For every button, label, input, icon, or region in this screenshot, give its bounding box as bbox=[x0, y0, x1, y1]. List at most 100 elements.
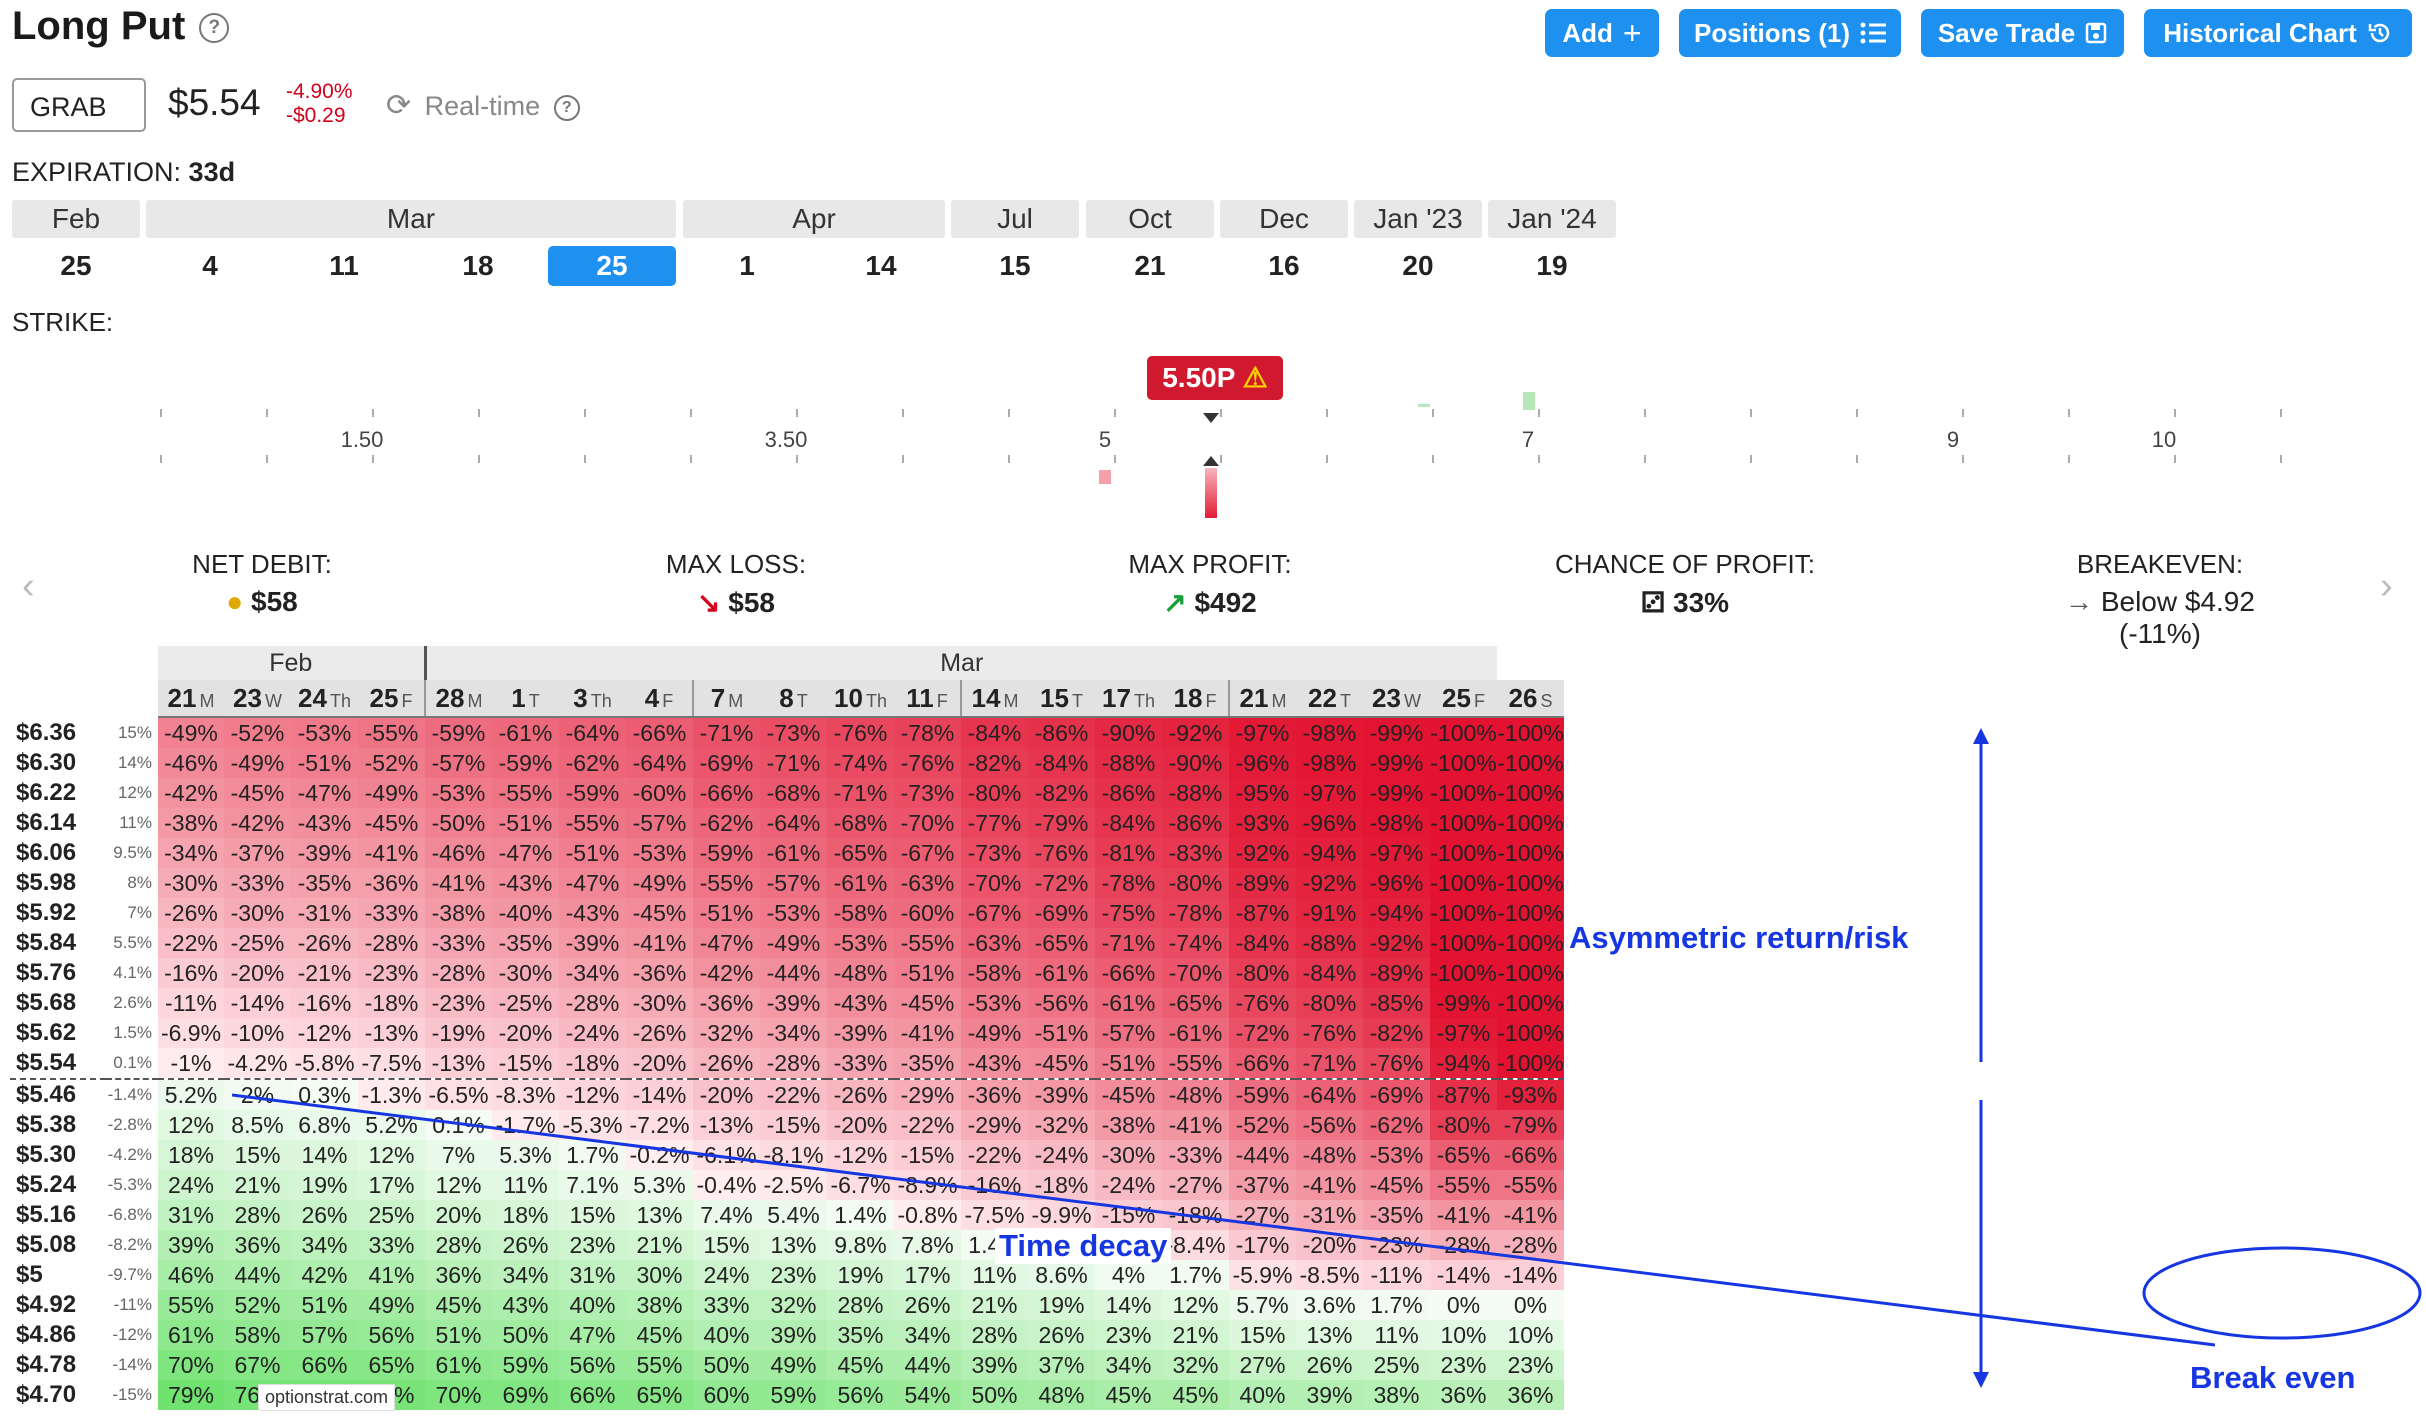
selected-strike-badge[interactable]: 5.50P ⚠ bbox=[1147, 356, 1283, 400]
pl-cell[interactable]: -35% bbox=[894, 1048, 961, 1080]
pl-cell[interactable]: -35% bbox=[492, 928, 559, 958]
pl-cell[interactable]: 15% bbox=[1229, 1320, 1296, 1350]
pl-cell[interactable]: -94% bbox=[1363, 898, 1430, 928]
pl-cell[interactable]: -49% bbox=[961, 1018, 1028, 1048]
pl-cell[interactable]: -79% bbox=[1028, 808, 1095, 838]
table-date-header[interactable]: 18 F bbox=[1162, 680, 1229, 718]
pl-cell[interactable]: 44% bbox=[894, 1350, 961, 1380]
pl-cell[interactable]: -33% bbox=[1162, 1140, 1229, 1170]
pl-cell[interactable]: -82% bbox=[1363, 1018, 1430, 1048]
pl-cell[interactable]: -100% bbox=[1430, 868, 1497, 898]
table-date-header[interactable]: 15 T bbox=[1028, 680, 1095, 718]
pl-cell[interactable]: 50% bbox=[492, 1320, 559, 1350]
pl-cell[interactable]: 56% bbox=[358, 1320, 425, 1350]
pl-cell[interactable]: 70% bbox=[158, 1350, 224, 1380]
pl-cell[interactable]: -25% bbox=[492, 988, 559, 1018]
table-date-header[interactable]: 28 M bbox=[424, 680, 492, 718]
pl-cell[interactable]: 50% bbox=[961, 1380, 1028, 1410]
pl-cell[interactable]: -74% bbox=[827, 748, 894, 778]
pl-cell[interactable]: 26% bbox=[291, 1200, 358, 1230]
pl-cell[interactable]: -29% bbox=[894, 1079, 961, 1110]
table-date-header[interactable]: 23 W bbox=[1363, 680, 1430, 718]
pl-cell[interactable]: -100% bbox=[1430, 928, 1497, 958]
pl-cell[interactable]: 4% bbox=[1095, 1260, 1162, 1290]
table-date-header[interactable]: 22 T bbox=[1296, 680, 1363, 718]
pl-cell[interactable]: 8.6% bbox=[1028, 1260, 1095, 1290]
pl-cell[interactable]: 66% bbox=[559, 1380, 626, 1410]
pl-cell[interactable]: -100% bbox=[1497, 898, 1564, 928]
pl-cell[interactable]: 49% bbox=[760, 1350, 827, 1380]
pl-cell[interactable]: 39% bbox=[961, 1350, 1028, 1380]
pl-cell[interactable]: -70% bbox=[1162, 958, 1229, 988]
pl-cell[interactable]: -72% bbox=[1229, 1018, 1296, 1048]
pl-cell[interactable]: -1.7% bbox=[492, 1110, 559, 1140]
pl-cell[interactable]: 55% bbox=[158, 1290, 224, 1320]
strike-axis-label[interactable]: 5 bbox=[1098, 427, 1112, 452]
pl-cell[interactable]: -51% bbox=[894, 958, 961, 988]
pl-cell[interactable]: -41% bbox=[1296, 1170, 1363, 1200]
pl-cell[interactable]: -2.5% bbox=[760, 1170, 827, 1200]
pl-cell[interactable]: -73% bbox=[894, 778, 961, 808]
pl-cell[interactable]: -18% bbox=[559, 1048, 626, 1080]
pl-cell[interactable]: 3.6% bbox=[1296, 1290, 1363, 1320]
pl-cell[interactable]: 28% bbox=[224, 1200, 291, 1230]
pl-cell[interactable]: -96% bbox=[1296, 808, 1363, 838]
pl-cell[interactable]: -100% bbox=[1497, 838, 1564, 868]
pl-cell[interactable]: -1% bbox=[158, 1048, 224, 1080]
pl-cell[interactable]: -18% bbox=[358, 988, 425, 1018]
pl-cell[interactable]: -12% bbox=[291, 1018, 358, 1048]
pl-cell[interactable]: -84% bbox=[961, 717, 1028, 748]
pl-cell[interactable]: -56% bbox=[1028, 988, 1095, 1018]
pl-cell[interactable]: -84% bbox=[1028, 748, 1095, 778]
pl-cell[interactable]: -42% bbox=[158, 778, 224, 808]
pl-cell[interactable]: -39% bbox=[1028, 1079, 1095, 1110]
pl-cell[interactable]: -97% bbox=[1430, 1018, 1497, 1048]
pl-cell[interactable]: -44% bbox=[760, 958, 827, 988]
pl-cell[interactable]: -34% bbox=[760, 1018, 827, 1048]
pl-cell[interactable]: -52% bbox=[358, 748, 425, 778]
pl-cell[interactable]: -19% bbox=[425, 1018, 492, 1048]
pl-cell[interactable]: -33% bbox=[358, 898, 425, 928]
pl-cell[interactable]: 36% bbox=[1497, 1380, 1564, 1410]
pl-cell[interactable]: -27% bbox=[1229, 1200, 1296, 1230]
pl-cell[interactable]: -5.9% bbox=[1229, 1260, 1296, 1290]
pl-cell[interactable]: -73% bbox=[760, 717, 827, 748]
pl-cell[interactable]: 5.2% bbox=[158, 1079, 224, 1110]
pl-cell[interactable]: 56% bbox=[559, 1350, 626, 1380]
pl-cell[interactable]: 79% bbox=[158, 1380, 224, 1410]
pl-cell[interactable]: -32% bbox=[1028, 1110, 1095, 1140]
pl-cell[interactable]: -97% bbox=[1296, 778, 1363, 808]
pl-cell[interactable]: 7.8% bbox=[894, 1230, 961, 1260]
pl-cell[interactable]: -100% bbox=[1497, 1018, 1564, 1048]
strike-axis-label[interactable]: 3.50 bbox=[764, 427, 808, 452]
pl-cell[interactable]: -6.5% bbox=[425, 1079, 492, 1110]
pl-cell[interactable]: -68% bbox=[760, 778, 827, 808]
pl-cell[interactable]: -80% bbox=[1162, 868, 1229, 898]
pl-cell[interactable]: -65% bbox=[827, 838, 894, 868]
pl-cell[interactable]: 36% bbox=[1430, 1380, 1497, 1410]
pl-cell[interactable]: 7.1% bbox=[559, 1170, 626, 1200]
pl-cell[interactable]: 28% bbox=[827, 1290, 894, 1320]
pl-cell[interactable]: -9.9% bbox=[1028, 1200, 1095, 1230]
pl-cell[interactable]: -80% bbox=[1296, 988, 1363, 1018]
pl-cell[interactable]: -20% bbox=[626, 1048, 693, 1080]
pl-cell[interactable]: -86% bbox=[1162, 808, 1229, 838]
pl-cell[interactable]: -45% bbox=[358, 808, 425, 838]
pl-cell[interactable]: -24% bbox=[1028, 1140, 1095, 1170]
pl-cell[interactable]: -37% bbox=[224, 838, 291, 868]
pl-cell[interactable]: -100% bbox=[1430, 748, 1497, 778]
pl-cell[interactable]: -36% bbox=[693, 988, 760, 1018]
pl-cell[interactable]: -71% bbox=[693, 717, 760, 748]
pl-cell[interactable]: 12% bbox=[158, 1110, 224, 1140]
pl-cell[interactable]: 0% bbox=[1497, 1290, 1564, 1320]
help-icon[interactable]: ? bbox=[199, 13, 230, 44]
pl-cell[interactable]: 26% bbox=[894, 1290, 961, 1320]
pl-cell[interactable]: -35% bbox=[291, 868, 358, 898]
pl-cell[interactable]: -6.7% bbox=[827, 1170, 894, 1200]
pl-cell[interactable]: -66% bbox=[626, 717, 693, 748]
pl-cell[interactable]: 40% bbox=[1229, 1380, 1296, 1410]
pl-cell[interactable]: -40% bbox=[492, 898, 559, 928]
pl-cell[interactable]: 48% bbox=[1028, 1380, 1095, 1410]
